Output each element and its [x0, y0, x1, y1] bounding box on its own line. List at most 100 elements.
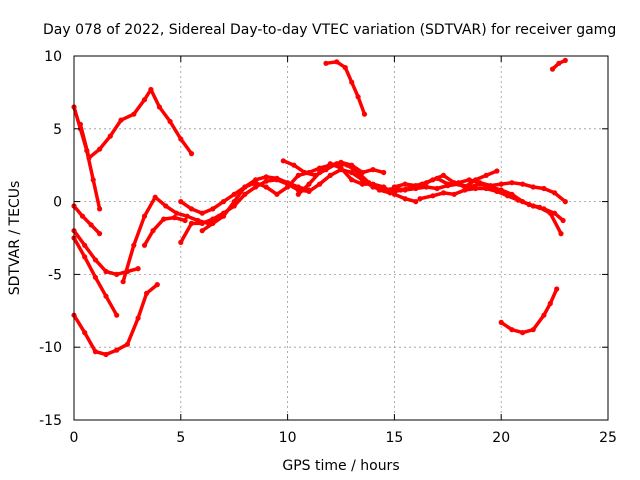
data-point — [220, 199, 227, 205]
data-point — [135, 315, 141, 321]
data-point — [327, 161, 333, 167]
data-point — [92, 257, 98, 263]
data-point — [361, 111, 368, 117]
data-point — [402, 196, 408, 202]
data-point — [135, 266, 141, 272]
data-point — [118, 117, 124, 123]
data-point — [526, 201, 532, 208]
data-point — [483, 172, 489, 178]
data-point — [188, 206, 195, 212]
data-point — [295, 172, 301, 178]
series-arc-16 — [418, 186, 563, 236]
data-point — [430, 193, 436, 199]
data-point — [152, 194, 158, 200]
data-point — [178, 239, 184, 245]
data-point — [434, 175, 440, 181]
data-point — [231, 191, 237, 197]
data-point — [88, 222, 94, 228]
data-point — [334, 59, 340, 65]
series-arc-17 — [499, 287, 559, 335]
data-point — [285, 184, 291, 190]
data-point — [520, 330, 526, 336]
data-point — [417, 196, 423, 202]
data-point — [505, 193, 511, 199]
data-point — [199, 228, 205, 234]
x-tick-label: 25 — [599, 430, 617, 446]
data-point — [280, 158, 286, 164]
data-point — [391, 191, 397, 197]
data-point — [413, 199, 419, 205]
data-point — [97, 206, 103, 212]
data-point — [370, 167, 376, 173]
data-point — [291, 162, 297, 168]
data-point — [306, 181, 312, 187]
data-point — [381, 184, 387, 190]
data-point — [148, 86, 154, 93]
data-point — [549, 66, 556, 72]
data-point — [483, 185, 489, 192]
data-point — [552, 210, 558, 216]
data-point — [199, 220, 205, 226]
data-point — [242, 191, 248, 197]
data-point — [562, 57, 568, 64]
data-point — [295, 191, 301, 197]
data-point — [210, 206, 216, 212]
data-point — [103, 293, 109, 299]
data-point — [90, 177, 96, 183]
y-tick-label: 5 — [53, 122, 62, 138]
y-tick-label: 0 — [53, 195, 62, 211]
data-point — [274, 191, 280, 197]
series-arc-3 — [72, 204, 102, 236]
data-point — [92, 274, 98, 280]
data-point — [97, 146, 103, 152]
data-point — [199, 210, 205, 216]
x-tick-label: 20 — [492, 430, 510, 446]
data-point — [154, 282, 160, 288]
data-point — [462, 187, 468, 193]
data-point — [114, 271, 120, 277]
data-point — [349, 169, 355, 176]
data-point — [184, 213, 190, 219]
plot-frame — [73, 55, 609, 421]
data-point — [161, 216, 167, 222]
data-point — [541, 312, 547, 318]
data-point — [355, 169, 361, 176]
data-point — [231, 199, 237, 205]
data-point — [220, 213, 227, 219]
grid — [74, 56, 608, 420]
data-point — [120, 279, 126, 285]
y-tick-label: -10 — [39, 340, 62, 356]
data-point — [263, 174, 269, 180]
data-point — [466, 177, 472, 183]
data-point — [302, 169, 308, 176]
data-point — [188, 220, 195, 226]
data-point — [530, 327, 536, 333]
data-point — [188, 151, 195, 157]
data-point — [498, 319, 504, 325]
data-point — [338, 165, 344, 171]
data-point — [131, 242, 137, 248]
data-point — [451, 191, 457, 197]
data-point — [253, 180, 259, 186]
data-point — [144, 290, 150, 296]
data-point — [477, 180, 483, 186]
data-point — [114, 312, 120, 318]
y-tick-label: -5 — [48, 267, 62, 283]
data-point — [455, 180, 462, 186]
data-point — [562, 199, 568, 205]
data-point — [163, 203, 169, 209]
data-point — [541, 185, 547, 192]
data-point — [141, 213, 148, 219]
data-point — [103, 268, 109, 275]
data-point — [355, 94, 361, 100]
data-point — [263, 178, 269, 184]
data-point — [141, 242, 148, 248]
data-point — [558, 231, 564, 237]
x-tick-label: 0 — [70, 430, 79, 446]
data-point — [556, 60, 562, 66]
data-point — [210, 220, 216, 226]
data-point — [520, 181, 526, 187]
data-point — [114, 347, 120, 353]
data-point — [178, 136, 184, 142]
